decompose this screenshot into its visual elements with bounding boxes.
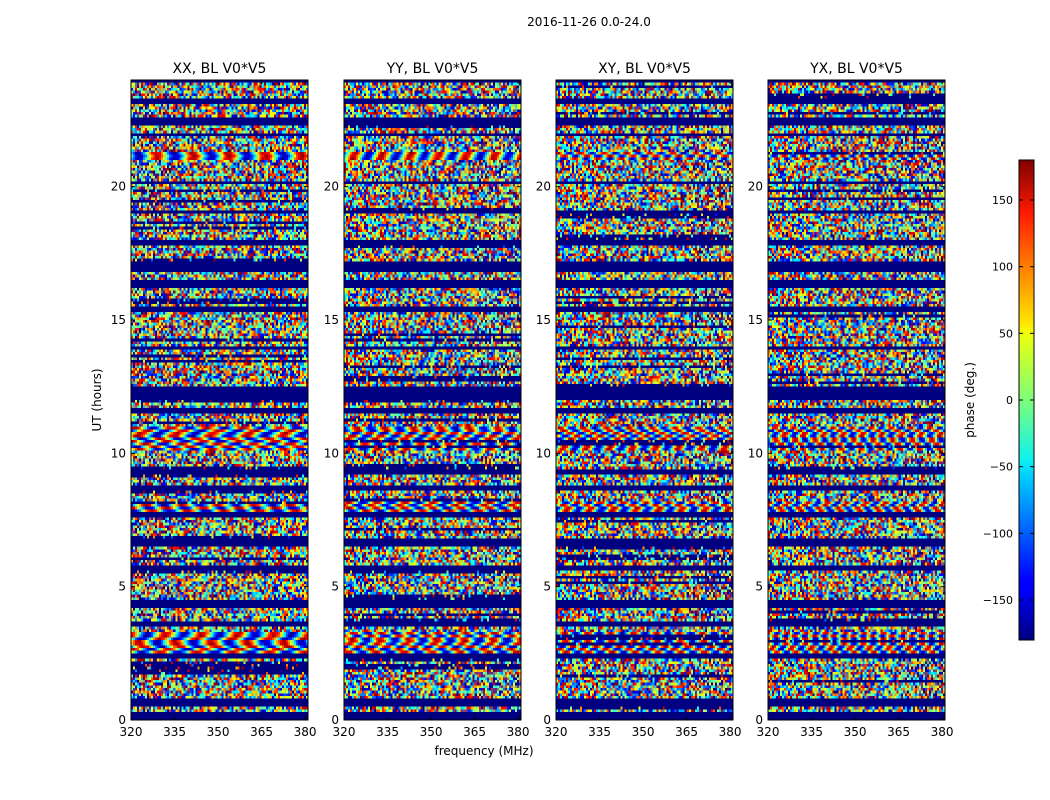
panel-frame — [343, 79, 522, 721]
colorbar-tick-label: −100 — [983, 527, 1013, 540]
y-axis-label: UT (hours) — [90, 368, 104, 431]
panel-title: XX, BL V0*V5 — [173, 61, 267, 77]
x-tick-label: 365 — [250, 725, 273, 739]
y-tick-label: 5 — [118, 580, 126, 594]
panel-yx: YX, BL V0*V5 320 335 350 365 380 0 5 10 15 20 — [748, 61, 954, 739]
colorbar-tick-label: 150 — [992, 194, 1013, 207]
colorbar: 150 100 50 0 −50 −100 −150 phase (deg.) — [963, 159, 1035, 641]
x-tick-label: 335 — [588, 725, 611, 739]
heatmap-yx — [768, 80, 945, 720]
y-tick-label: 15 — [536, 313, 551, 327]
y-tick-label: 20 — [111, 180, 126, 194]
colorbar-tick-label: 50 — [999, 327, 1013, 340]
x-tick-label: 320 — [333, 725, 356, 739]
y-tick-label: 20 — [324, 180, 339, 194]
y-tick-label: 10 — [748, 446, 763, 460]
panel-frame — [767, 79, 946, 721]
x-tick-label: 380 — [931, 725, 954, 739]
x-tick-label: 350 — [632, 725, 655, 739]
colorbar-ticks: 150 100 50 0 −50 −100 −150 — [983, 194, 1034, 607]
y-tick-label: 15 — [324, 313, 339, 327]
y-tick-label: 20 — [748, 180, 763, 194]
colorbar-label: phase (deg.) — [963, 362, 977, 438]
panel-xy: XY, BL V0*V5 320 335 350 365 380 0 5 10 15 20 — [536, 61, 742, 739]
colorbar-tick-label: −150 — [983, 594, 1013, 607]
panel-title: YY, BL V0*V5 — [386, 61, 479, 77]
x-tick-label: 320 — [757, 725, 780, 739]
y-tick-label: 5 — [755, 580, 763, 594]
panel-frame — [130, 79, 309, 721]
y-tick-label: 15 — [748, 313, 763, 327]
panel-frame — [555, 79, 734, 721]
y-tick-label: 15 — [111, 313, 126, 327]
panel-yy: YY, BL V0*V5 320 335 350 365 380 0 5 10 15 20 — [324, 61, 530, 739]
x-tick-label: 380 — [294, 725, 317, 739]
y-tick-label: 10 — [111, 446, 126, 460]
y-tick-label: 5 — [543, 580, 551, 594]
colorbar-tick-label: 0 — [1006, 394, 1013, 407]
colorbar-tick-label: 100 — [992, 261, 1013, 274]
heatmap-xy — [556, 80, 733, 720]
x-tick-label: 335 — [800, 725, 823, 739]
y-tick-label: 0 — [755, 713, 763, 727]
x-axis-label: frequency (MHz) — [434, 744, 533, 758]
x-tick-label: 365 — [463, 725, 486, 739]
x-tick-label: 320 — [120, 725, 143, 739]
y-tick-label: 0 — [543, 713, 551, 727]
x-tick-label: 365 — [887, 725, 910, 739]
x-tick-label: 350 — [207, 725, 230, 739]
x-tick-label: 335 — [376, 725, 399, 739]
heatmap-yy — [344, 80, 521, 720]
x-tick-label: 335 — [163, 725, 186, 739]
panel-title: YX, BL V0*V5 — [809, 61, 903, 77]
x-tick-label: 320 — [545, 725, 568, 739]
x-tick-label: 380 — [507, 725, 530, 739]
y-tick-label: 20 — [536, 180, 551, 194]
y-tick-label: 10 — [324, 446, 339, 460]
x-tick-label: 350 — [420, 725, 443, 739]
x-tick-label: 380 — [719, 725, 742, 739]
heatmap-xx — [131, 80, 308, 720]
panel-title: XY, BL V0*V5 — [598, 61, 691, 77]
x-tick-label: 365 — [675, 725, 698, 739]
x-tick-label: 350 — [844, 725, 867, 739]
figure-title: 2016-11-26 0.0-24.0 — [527, 15, 651, 29]
panel-xx: XX, BL V0*V5 320 335 350 365 380 0 5 10 15 20 — [111, 61, 317, 739]
colorbar-tick-label: −50 — [990, 461, 1013, 474]
y-tick-label: 0 — [118, 713, 126, 727]
y-tick-label: 10 — [536, 446, 551, 460]
y-tick-label: 0 — [331, 713, 339, 727]
y-tick-label: 5 — [331, 580, 339, 594]
